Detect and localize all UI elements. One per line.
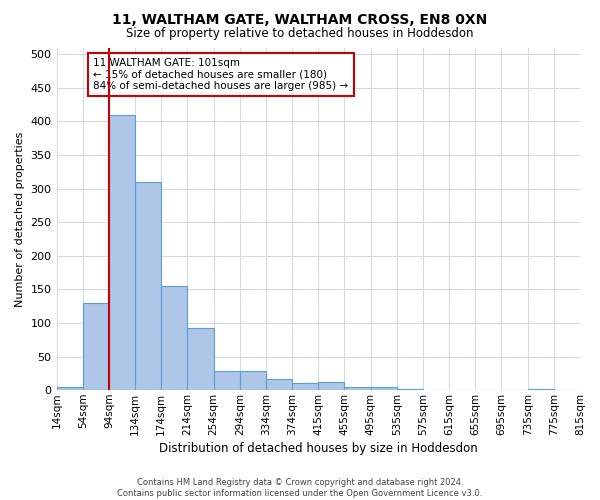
Bar (240, 372, 266, 390)
Bar (214, 372, 240, 390)
Bar (371, 387, 397, 390)
Bar (318, 382, 344, 390)
Bar (109, 114, 135, 390)
Bar (135, 182, 161, 390)
Text: Size of property relative to detached houses in Hoddesdon: Size of property relative to detached ho… (126, 28, 474, 40)
Text: 11, WALTHAM GATE, WALTHAM CROSS, EN8 0XN: 11, WALTHAM GATE, WALTHAM CROSS, EN8 0XN (112, 12, 488, 26)
Bar (344, 387, 371, 390)
Bar (161, 286, 187, 390)
Bar (56, 387, 83, 390)
Text: 11 WALTHAM GATE: 101sqm
← 15% of detached houses are smaller (180)
84% of semi-d: 11 WALTHAM GATE: 101sqm ← 15% of detache… (93, 58, 349, 91)
Bar (266, 378, 292, 390)
Y-axis label: Number of detached properties: Number of detached properties (15, 131, 25, 306)
Bar (292, 384, 318, 390)
Text: Contains HM Land Registry data © Crown copyright and database right 2024.
Contai: Contains HM Land Registry data © Crown c… (118, 478, 482, 498)
Bar (83, 303, 109, 390)
Bar (187, 328, 214, 390)
X-axis label: Distribution of detached houses by size in Hoddesdon: Distribution of detached houses by size … (159, 442, 478, 455)
